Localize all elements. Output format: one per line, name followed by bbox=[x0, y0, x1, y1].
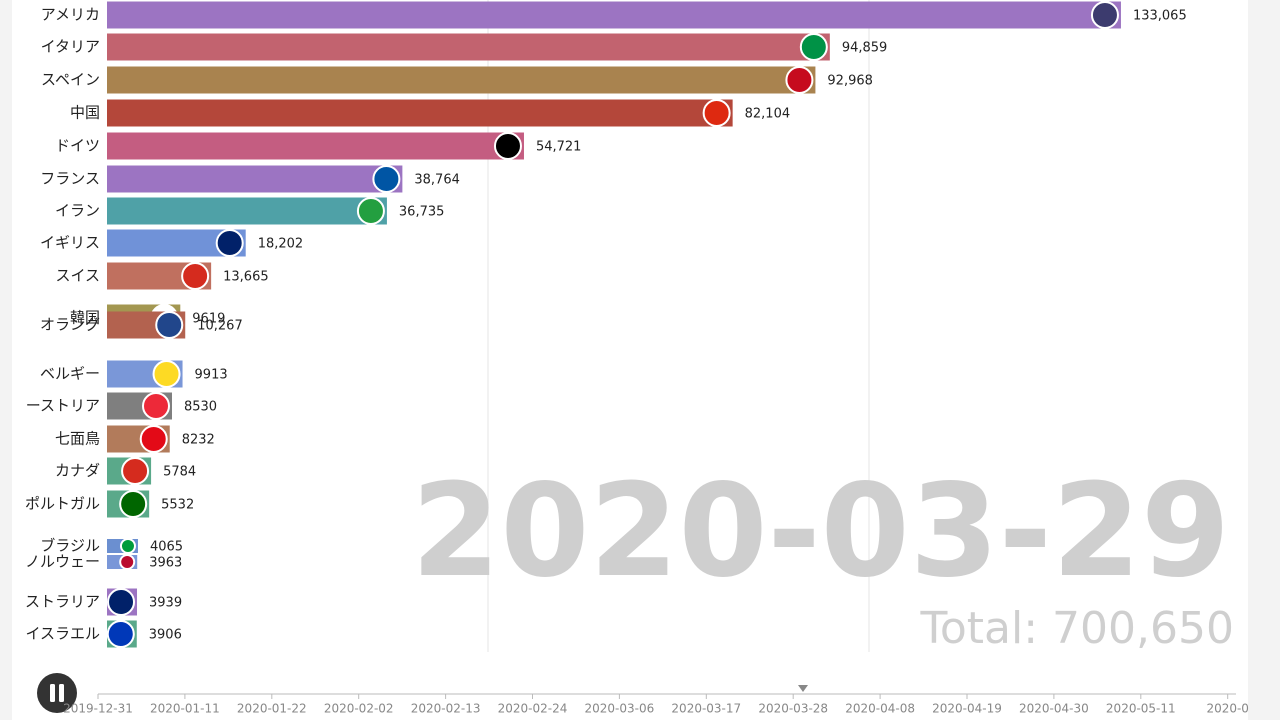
timeline-marker[interactable] bbox=[798, 685, 808, 692]
category-label: 韓国 bbox=[70, 309, 100, 327]
timeline-label: 2020-02-02 bbox=[324, 702, 394, 716]
timeline: 2019-12-31 2020-01-11 2020-01-22 2020-02-02… bbox=[63, 694, 1249, 716]
flag-icon bbox=[119, 538, 136, 554]
timeline-label: 2020-04-30 bbox=[1019, 702, 1089, 716]
timeline-label: 2019-12-31 bbox=[63, 702, 133, 716]
bar bbox=[107, 132, 524, 160]
flag-icon bbox=[155, 311, 184, 339]
category-label: ブラジル bbox=[40, 537, 100, 555]
value-label: 82,104 bbox=[745, 107, 791, 122]
category-label: 中国 bbox=[70, 104, 100, 122]
pause-button[interactable] bbox=[37, 673, 77, 713]
timeline-label: 2020-04-19 bbox=[932, 702, 1002, 716]
flag-icon bbox=[121, 457, 150, 485]
category-label: フランス bbox=[40, 170, 100, 188]
category-label: ポルトガル bbox=[25, 495, 100, 513]
flag-icon bbox=[106, 620, 135, 648]
pause-icon bbox=[59, 684, 64, 702]
value-label: 4065 bbox=[150, 540, 183, 555]
timeline-label: 2020-03-28 bbox=[758, 702, 828, 716]
category-label: カナダ bbox=[55, 462, 100, 480]
pause-icon bbox=[50, 684, 55, 702]
flag-icon bbox=[702, 99, 731, 127]
bar bbox=[107, 197, 387, 225]
value-label: 133,065 bbox=[1133, 9, 1187, 24]
category-label: 七面鳥 bbox=[55, 430, 100, 448]
flag-icon bbox=[139, 425, 168, 453]
category-label: イタリア bbox=[41, 38, 100, 56]
value-label: 92,968 bbox=[827, 74, 873, 89]
bars: アメリカ 133,065 イタリア 94,859 スペイン 92,968 中国 82,104 ド… bbox=[25, 1, 1187, 648]
flag-icon bbox=[152, 360, 181, 388]
flag-icon bbox=[356, 197, 385, 225]
value-label: 9913 bbox=[195, 368, 228, 383]
bar bbox=[107, 1, 1121, 29]
value-label: 13,665 bbox=[223, 270, 269, 285]
flag-icon bbox=[119, 554, 136, 570]
category-label: ストラリア bbox=[25, 593, 100, 611]
timeline-label: 2020-04-08 bbox=[845, 702, 915, 716]
timeline-label: 2020-02-24 bbox=[498, 702, 568, 716]
flag-icon bbox=[493, 132, 522, 160]
value-label: 8232 bbox=[182, 433, 215, 448]
value-label: 3939 bbox=[149, 596, 182, 611]
category-label: ーストリア bbox=[26, 397, 100, 415]
flag-icon bbox=[107, 588, 136, 616]
timeline-label: 2020-02-13 bbox=[411, 702, 481, 716]
flag-icon bbox=[785, 66, 814, 94]
date-label: 2020-03-29 bbox=[411, 457, 1230, 606]
value-label: 18,202 bbox=[258, 237, 304, 252]
bar bbox=[107, 165, 403, 193]
timeline-label: 2020-0 bbox=[1206, 702, 1249, 716]
category-label: オラング bbox=[40, 316, 100, 334]
flag-icon bbox=[799, 33, 828, 61]
value-label: 10,267 bbox=[197, 319, 243, 334]
value-label: 3906 bbox=[149, 628, 182, 643]
category-label: アメリカ bbox=[41, 6, 100, 24]
value-label: 36,735 bbox=[399, 205, 445, 220]
value-label: 8530 bbox=[184, 400, 217, 415]
value-label: 94,859 bbox=[842, 41, 888, 56]
flag-icon bbox=[141, 392, 170, 420]
flag-icon bbox=[1090, 1, 1119, 29]
bar bbox=[107, 66, 816, 94]
flag-icon bbox=[372, 165, 401, 193]
timeline-label: 2020-01-22 bbox=[237, 702, 307, 716]
play-controls bbox=[37, 673, 77, 713]
bar bbox=[107, 99, 733, 127]
bar bbox=[107, 33, 830, 61]
value-label: 38,764 bbox=[414, 173, 460, 188]
timeline-label: 2020-03-06 bbox=[585, 702, 655, 716]
category-label: イラン bbox=[55, 202, 100, 220]
category-label: スイス bbox=[55, 267, 100, 285]
category-label: ドイツ bbox=[55, 137, 100, 155]
flag-icon bbox=[119, 490, 148, 518]
flag-icon bbox=[215, 229, 244, 257]
category-label: スペイン bbox=[41, 71, 100, 89]
category-label: ベルギー bbox=[40, 365, 100, 383]
value-label: 54,721 bbox=[536, 140, 582, 155]
flag-icon bbox=[181, 262, 210, 290]
timeline-label: 2020-03-17 bbox=[671, 702, 741, 716]
category-label: イスラエル bbox=[25, 625, 100, 643]
category-label: イギリス bbox=[40, 234, 100, 252]
category-label: ノルウェー bbox=[25, 553, 100, 571]
value-label: 3963 bbox=[149, 556, 182, 571]
timeline-label: 2020-01-11 bbox=[150, 702, 220, 716]
value-label: 5532 bbox=[161, 498, 194, 513]
value-label: 5784 bbox=[163, 465, 196, 480]
value-label: 9619 bbox=[192, 312, 225, 327]
timeline-label: 2020-05-11 bbox=[1106, 702, 1176, 716]
total-label: Total: 700,650 bbox=[919, 603, 1234, 654]
